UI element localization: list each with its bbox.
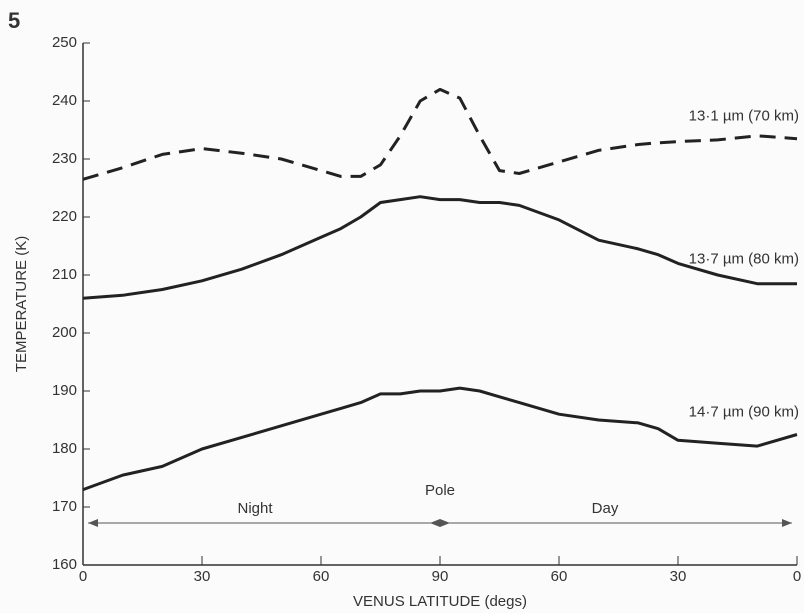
series-line <box>82 195 797 300</box>
y-tick-label: 170 <box>52 498 77 515</box>
y-tick-label: 180 <box>52 440 77 457</box>
x-tick-label: 0 <box>79 568 87 585</box>
series-line <box>82 87 798 181</box>
x-tick-label: 30 <box>194 568 211 585</box>
arrow-heads <box>88 519 792 527</box>
y-tick-label: 220 <box>52 208 77 225</box>
x-tick-label: 0 <box>793 568 801 585</box>
y-tick-label: 250 <box>52 34 77 51</box>
x-tick-label: 30 <box>670 568 687 585</box>
y-tick-label: 240 <box>52 92 77 109</box>
x-tick-label: 90 <box>432 568 449 585</box>
y-tick-label: 210 <box>52 266 77 283</box>
x-axis-label: VENUS LATITUDE (degs) <box>353 593 527 610</box>
series-label: 14·7 µm (90 km) <box>689 403 799 420</box>
y-tick-label: 160 <box>52 556 77 573</box>
y-tick-label: 200 <box>52 324 77 341</box>
x-tick-label: 60 <box>313 568 330 585</box>
figure-label: 5 <box>8 8 20 33</box>
series-line <box>82 386 798 492</box>
annotation: Day <box>592 500 619 517</box>
series-label: 13·7 µm (80 km) <box>689 251 799 268</box>
annotation: Night <box>237 500 273 517</box>
annotation: Pole <box>425 482 455 499</box>
y-tick-label: 190 <box>52 382 77 399</box>
y-axis-label: TEMPERATURE (K) <box>13 236 30 372</box>
series-label: 13·1 µm (70 km) <box>689 108 799 125</box>
x-tick-label: 60 <box>551 568 568 585</box>
y-tick-label: 230 <box>52 150 77 167</box>
